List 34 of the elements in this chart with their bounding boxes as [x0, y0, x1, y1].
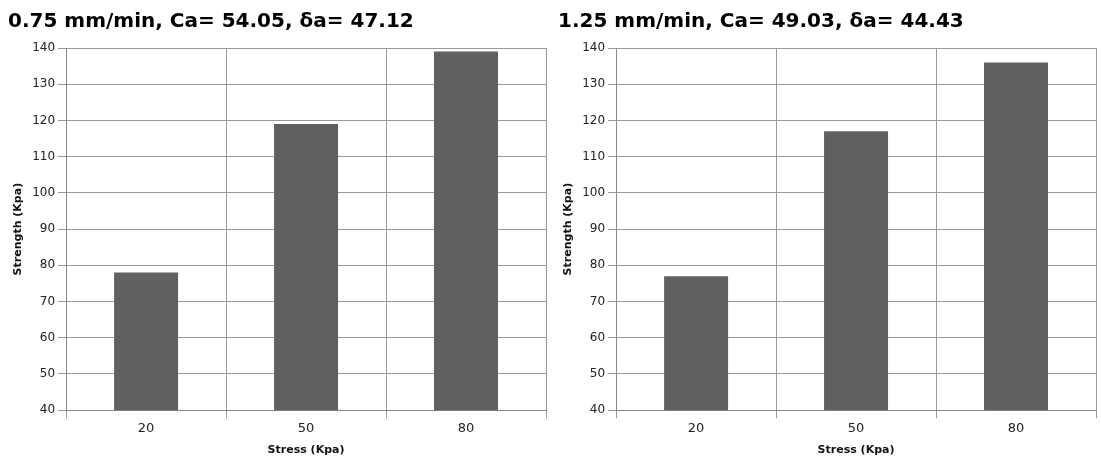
y-tick-label: 80	[589, 257, 606, 272]
x-tick-label: 50	[297, 420, 315, 436]
x-tick-label: 80	[1007, 420, 1025, 436]
x-tick-label: 20	[687, 420, 705, 436]
y-tick-label: 70	[39, 293, 56, 308]
y-tick-label: 130	[32, 76, 56, 91]
chart-title: 0.75 mm/min, Ca= 54.05, δa= 47.12	[8, 8, 414, 33]
y-tick-label: 120	[32, 112, 56, 127]
x-tick-label: 20	[137, 420, 155, 436]
y-tick-label: 130	[582, 76, 606, 91]
y-tick-label: 100	[582, 185, 606, 200]
y-tick-label: 140	[582, 40, 606, 55]
x-axis-title: Stress (Kpa)	[267, 443, 345, 457]
y-tick-label: 90	[39, 221, 56, 236]
y-tick-label: 60	[589, 329, 606, 344]
x-tick-label: 80	[457, 420, 475, 436]
y-tick-label: 80	[39, 257, 56, 272]
x-axis-title: Stress (Kpa)	[817, 443, 895, 457]
y-tick-label: 110	[582, 148, 606, 163]
x-tick-label: 50	[847, 420, 865, 436]
y-tick-label: 140	[32, 40, 56, 55]
y-tick-label: 70	[589, 293, 606, 308]
y-axis-title: Strength (Kpa)	[11, 182, 25, 276]
y-axis-title: Strength (Kpa)	[561, 182, 575, 276]
y-tick-label: 60	[39, 329, 56, 344]
y-tick-label: 110	[32, 148, 56, 163]
chart-title: 1.25 mm/min, Ca= 49.03, δa= 44.43	[558, 8, 964, 33]
y-tick-label: 40	[39, 402, 56, 417]
y-tick-label: 50	[39, 366, 56, 381]
y-tick-label: 90	[589, 221, 606, 236]
y-tick-label: 40	[589, 402, 606, 417]
y-tick-label: 120	[582, 112, 606, 127]
y-tick-label: 50	[589, 366, 606, 381]
y-tick-label: 100	[32, 185, 56, 200]
